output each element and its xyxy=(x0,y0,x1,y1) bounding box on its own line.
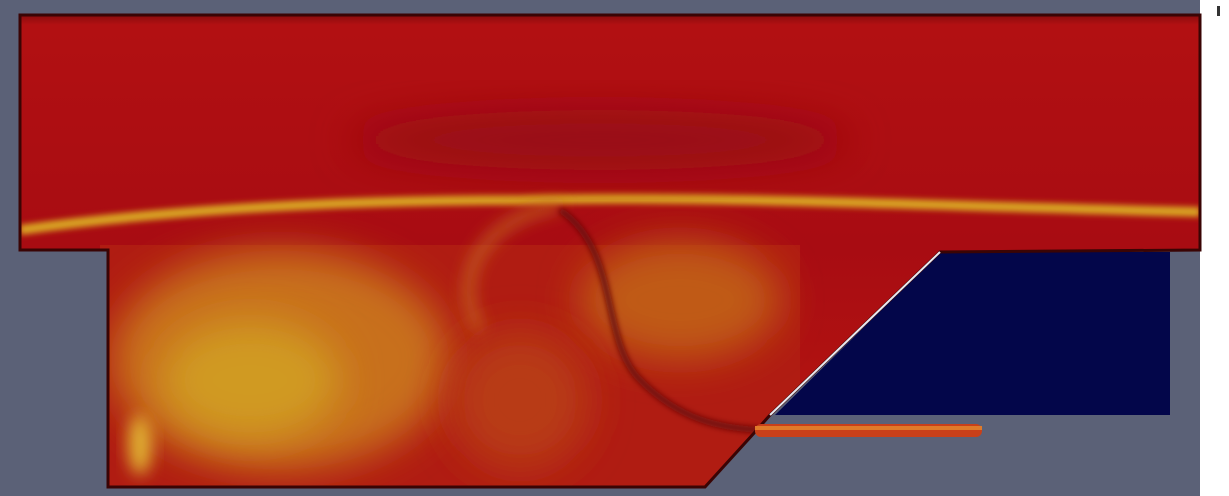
fluid-outline xyxy=(18,13,1202,489)
tube xyxy=(755,424,982,437)
side-strip xyxy=(1200,0,1229,496)
vortex-left-core xyxy=(160,320,340,440)
shear-arc xyxy=(464,201,561,333)
wall-highlight xyxy=(769,251,941,416)
shear-layer xyxy=(20,193,1200,235)
vortex-middle xyxy=(450,330,590,470)
vortex-right xyxy=(580,240,780,360)
corner-eddy xyxy=(128,415,152,475)
dark-filament xyxy=(558,207,761,433)
dark-patch xyxy=(350,110,850,170)
side-marker xyxy=(1217,6,1220,16)
solid-region xyxy=(775,252,1170,415)
tube-highlight xyxy=(755,426,982,430)
